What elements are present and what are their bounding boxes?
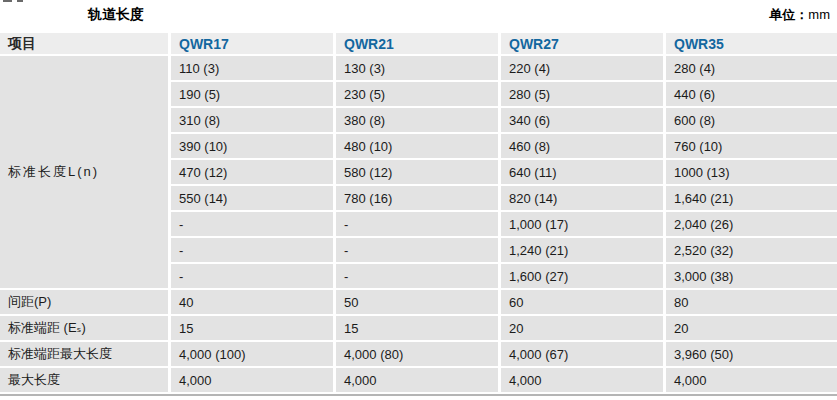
table-cell: - — [171, 264, 336, 290]
table-cell: 80 — [666, 290, 837, 316]
unit-note: 单位：mm — [769, 6, 830, 24]
table-cell: 130 (3) — [336, 56, 501, 82]
row-label-max-length: 最大长度 — [0, 368, 171, 394]
table-cell: 550 (14) — [171, 186, 336, 212]
table-cell: 4,000 (100) — [171, 342, 336, 368]
table-cell: 280 (5) — [501, 82, 666, 108]
unit-value: mm — [808, 7, 830, 22]
table-cell: 60 — [501, 290, 666, 316]
table-cell: 2,040 (26) — [666, 212, 837, 238]
column-header-qwr21: QWR21 — [336, 33, 501, 56]
table-cell: 470 (12) — [171, 160, 336, 186]
table-cell: 280 (4) — [666, 56, 837, 82]
table-cell: 15 — [171, 316, 336, 342]
column-header-qwr17: QWR17 — [171, 33, 336, 56]
table-cell: 4,000 — [171, 368, 336, 394]
table-caption-bar: 轨道长度 单位：mm — [0, 6, 830, 24]
table-cell: 4,000 (80) — [336, 342, 501, 368]
table-cell: 1,600 (27) — [501, 264, 666, 290]
column-header-item: 项目 — [0, 33, 171, 56]
header-row: 项目 QWR17 QWR21 QWR27 QWR35 — [0, 33, 837, 56]
table-cell: 390 (10) — [171, 134, 336, 160]
table-cell: 3,000 (38) — [666, 264, 837, 290]
table-row: 标准端距 (Eₛ) 15 15 20 20 — [0, 316, 837, 342]
table-cell: 40 — [171, 290, 336, 316]
row-label-standard-end-distance: 标准端距 (Eₛ) — [0, 316, 171, 342]
table-cell: 820 (14) — [501, 186, 666, 212]
table-cell: 380 (8) — [336, 108, 501, 134]
table-cell: - — [336, 212, 501, 238]
table-cell: 460 (8) — [501, 134, 666, 160]
table-cell: 110 (3) — [171, 56, 336, 82]
table-cell: 15 — [336, 316, 501, 342]
table-row: 标准端距最大长度 4,000 (100) 4,000 (80) 4,000 (6… — [0, 342, 837, 368]
table-cell: 2,520 (32) — [666, 238, 837, 264]
table-cell: 440 (6) — [666, 82, 837, 108]
table-cell: 190 (5) — [171, 82, 336, 108]
table-cell: 760 (10) — [666, 134, 837, 160]
table-cell: - — [336, 264, 501, 290]
table-cell: 310 (8) — [171, 108, 336, 134]
table-cell: 4,000 — [501, 368, 666, 394]
table-cell: 4,000 — [666, 368, 837, 394]
table-cell: 480 (10) — [336, 134, 501, 160]
column-header-qwr35: QWR35 — [666, 33, 837, 56]
table-cell: 780 (16) — [336, 186, 501, 212]
row-label-pitch: 间距(P) — [0, 290, 171, 316]
table-row: 最大长度 4,000 4,000 4,000 4,000 — [0, 368, 837, 394]
column-header-qwr27: QWR27 — [501, 33, 666, 56]
table-cell: 50 — [336, 290, 501, 316]
table-cell: 220 (4) — [501, 56, 666, 82]
table-cell: 1,000 (17) — [501, 212, 666, 238]
table-cell: - — [171, 212, 336, 238]
unit-label: 单位： — [769, 7, 808, 22]
clipped-content-artifact — [3, 0, 31, 3]
table-cell: 1000 (13) — [666, 160, 837, 186]
rail-length-spec-page: 轨道长度 单位：mm 项目 QWR17 QWR21 QWR27 QWR35 标准… — [0, 0, 837, 400]
table-cell: 4,000 (67) — [501, 342, 666, 368]
row-label-standard-length: 标准长度L(n) — [0, 56, 171, 290]
table-cell: 1,640 (21) — [666, 186, 837, 212]
row-label-max-length-standard-end: 标准端距最大长度 — [0, 342, 171, 368]
table-row: 标准长度L(n) 110 (3) 130 (3) 220 (4) 280 (4) — [0, 56, 837, 82]
table-cell: 580 (12) — [336, 160, 501, 186]
section-title: 轨道长度 — [88, 6, 144, 24]
table-cell: 3,960 (50) — [666, 342, 837, 368]
table-cell: 20 — [666, 316, 837, 342]
table-cell: 640 (11) — [501, 160, 666, 186]
table-cell: 4,000 — [336, 368, 501, 394]
table-cell: - — [336, 238, 501, 264]
table-cell: 20 — [501, 316, 666, 342]
table-row: 间距(P) 40 50 60 80 — [0, 290, 837, 316]
table-cell: 1,240 (21) — [501, 238, 666, 264]
table-cell: 600 (8) — [666, 108, 837, 134]
table-cell: - — [171, 238, 336, 264]
rail-length-table: 项目 QWR17 QWR21 QWR27 QWR35 标准长度L(n) 110 … — [0, 33, 837, 396]
table-cell: 230 (5) — [336, 82, 501, 108]
table-cell: 340 (6) — [501, 108, 666, 134]
